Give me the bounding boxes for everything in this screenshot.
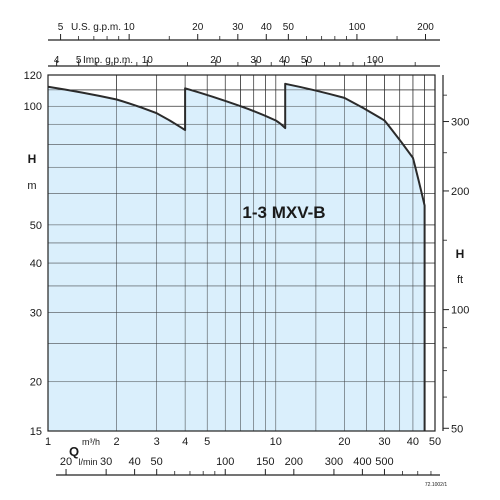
head-ft-tick-label: 100 <box>451 305 469 317</box>
lmin-tick-label: 100 <box>216 456 234 468</box>
lmin-tick-label: 400 <box>353 456 371 468</box>
lmin-tick-label: 300 <box>325 456 343 468</box>
flow-m3h-tick-label: 5 <box>204 436 210 448</box>
lmin-tick-label: 40 <box>128 456 140 468</box>
lmin-tick-label: 150 <box>256 456 274 468</box>
head-ft-tick-label: 50 <box>451 423 463 435</box>
performance-area <box>47 74 436 432</box>
footnote: 72.1002/1 <box>425 482 447 488</box>
head-ft-axis-symbol: H <box>456 247 465 261</box>
impgpm-tick-label: 10 <box>142 55 154 66</box>
lmin-tick-label: 50 <box>151 456 163 468</box>
flow-m3h-tick-label: 30 <box>378 436 390 448</box>
flow-m3h-tick-label: 20 <box>338 436 350 448</box>
axes <box>47 74 436 432</box>
impgpm-tick-label: 40 <box>279 55 291 66</box>
flow-m3h-tick-label: 3 <box>154 436 160 448</box>
lmin-tick-label: 200 <box>285 456 303 468</box>
flow-m3h-tick-label: 50 <box>429 436 441 448</box>
flow-m3h-tick-label: 40 <box>407 436 419 448</box>
head-ft-tick-label: 200 <box>451 186 469 198</box>
head-m-tick-label: 100 <box>24 101 42 113</box>
performance-fill <box>48 83 425 432</box>
flow-m3h-tick-label: 2 <box>114 436 120 448</box>
lmin-axis-label: l/min <box>78 457 97 467</box>
usgpm-tick-label: 200 <box>417 22 434 33</box>
left-axis: 15 20 30 40 50 100 120 Hm <box>24 70 42 438</box>
impgpm-tick-label: 20 <box>210 55 222 66</box>
usgpm-tick-label: 20 <box>192 22 204 33</box>
flow-axis-symbol: Q <box>69 444 79 459</box>
flow-m3h-tick-label: 10 <box>270 436 282 448</box>
usgpm-axis-label: U.S. g.p.m. <box>71 22 121 33</box>
head-m-tick-label: 50 <box>30 220 42 232</box>
flow-m3h-tick-label: 4 <box>182 436 188 448</box>
usgpm-tick-label: 10 <box>124 22 136 33</box>
impgpm-tick-label: 100 <box>367 55 384 66</box>
head-m-tick-label: 30 <box>30 307 42 319</box>
usgpm-tick-label: 100 <box>349 22 366 33</box>
head-m-axis-symbol: H <box>28 152 37 166</box>
head-m-tick-label: 40 <box>30 258 42 270</box>
top-axes: 5 10 20 30 40 50 100 200 U.S. g.p.m. 4 5 10 20 30 40 50… <box>48 22 440 67</box>
lmin-tick-label: 500 <box>375 456 393 468</box>
performance-curve <box>47 82 426 431</box>
plot-frame <box>47 74 436 432</box>
impgpm-tick-label: 4 <box>54 55 60 66</box>
head-ft-tick-label: 300 <box>451 117 469 129</box>
chart-title: 1-3 MXV-B <box>242 203 325 222</box>
flow-m3h-tick-label: 1 <box>45 436 51 448</box>
head-ft-axis-unit: ft <box>457 274 463 286</box>
impgpm-tick-label: 50 <box>301 55 313 66</box>
head-m-axis-unit: m <box>27 180 36 192</box>
usgpm-tick-label: 5 <box>58 22 64 33</box>
usgpm-tick-label: 50 <box>283 22 295 33</box>
head-m-tick-label: 120 <box>24 70 42 82</box>
impgpm-axis-label: Imp. g.p.m. <box>83 55 133 66</box>
right-axis: 50 100 200 300 Hft <box>442 75 469 435</box>
lmin-tick-label: 30 <box>100 456 112 468</box>
usgpm-tick-label: 40 <box>261 22 273 33</box>
usgpm-tick-label: 30 <box>232 22 244 33</box>
impgpm-tick-label: 5 <box>76 55 82 66</box>
flow-m3h-axis-label: m³/h <box>82 437 100 447</box>
head-m-tick-label: 20 <box>30 377 42 389</box>
head-m-tick-label: 15 <box>30 426 42 438</box>
lmin-tick-label: 20 <box>60 456 72 468</box>
impgpm-tick-label: 30 <box>250 55 262 66</box>
